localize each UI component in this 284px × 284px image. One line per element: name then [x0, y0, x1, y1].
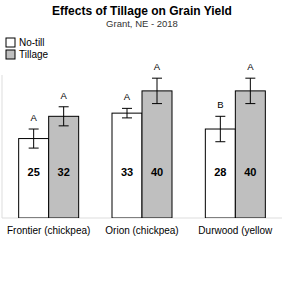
data-label: 25 [28, 166, 40, 178]
letter: A [154, 61, 161, 72]
error-bar [33, 129, 34, 148]
error-cap [29, 129, 39, 130]
letter: B [217, 99, 223, 110]
bar [49, 116, 79, 218]
title: Effects of Tillage on Grain Yield [52, 4, 232, 18]
error-cap [245, 103, 255, 104]
error-cap [59, 106, 69, 107]
bar [112, 113, 142, 218]
bar [19, 139, 49, 218]
error-bar [250, 78, 251, 103]
letter: A [60, 90, 67, 101]
bar [235, 91, 265, 218]
legend-label: No-till [19, 37, 45, 48]
bars [19, 78, 266, 218]
letter: A [247, 61, 254, 72]
data-label: 33 [121, 166, 133, 178]
chart-svg: Effects of Tillage on Grain YieldGrant, … [0, 0, 284, 284]
error-cap [122, 108, 132, 109]
labels: 25 A 32 A Frontier (chickpea) 33 A 40 A Orion (ch… [7, 61, 273, 236]
error-cap [29, 148, 39, 149]
letter: A [30, 112, 37, 123]
chart-root: Effects of Tillage on Grain YieldGrant, … [0, 0, 284, 284]
x-tick-label: Durwood (yellow [198, 225, 273, 236]
legend: No-tillTillage [6, 37, 49, 60]
bar [205, 129, 235, 218]
x-tick-label: Frontier (chickpea) [7, 225, 90, 236]
error-bar [127, 108, 128, 118]
data-label: 32 [58, 166, 70, 178]
error-cap [152, 103, 162, 104]
error-cap [59, 125, 69, 126]
letter: A [124, 91, 131, 102]
data-label: 28 [214, 166, 226, 178]
y-axis-line [2, 75, 3, 218]
error-bar [63, 107, 64, 126]
error-cap [152, 78, 162, 79]
bar [142, 91, 172, 218]
data-label: 40 [151, 166, 163, 178]
legend-swatch [6, 38, 15, 47]
subtitle: Grant, NE - 2018 [106, 18, 178, 29]
error-cap [245, 78, 255, 79]
x-tick-label: Orion (chickpea) [105, 225, 178, 236]
error-bar [157, 78, 158, 103]
error-cap [122, 117, 132, 118]
legend-swatch [6, 50, 15, 59]
error-bar [220, 116, 221, 141]
error-cap [215, 116, 225, 117]
error-cap [215, 141, 225, 142]
data-label: 40 [244, 166, 256, 178]
legend-label: Tillage [19, 49, 49, 60]
